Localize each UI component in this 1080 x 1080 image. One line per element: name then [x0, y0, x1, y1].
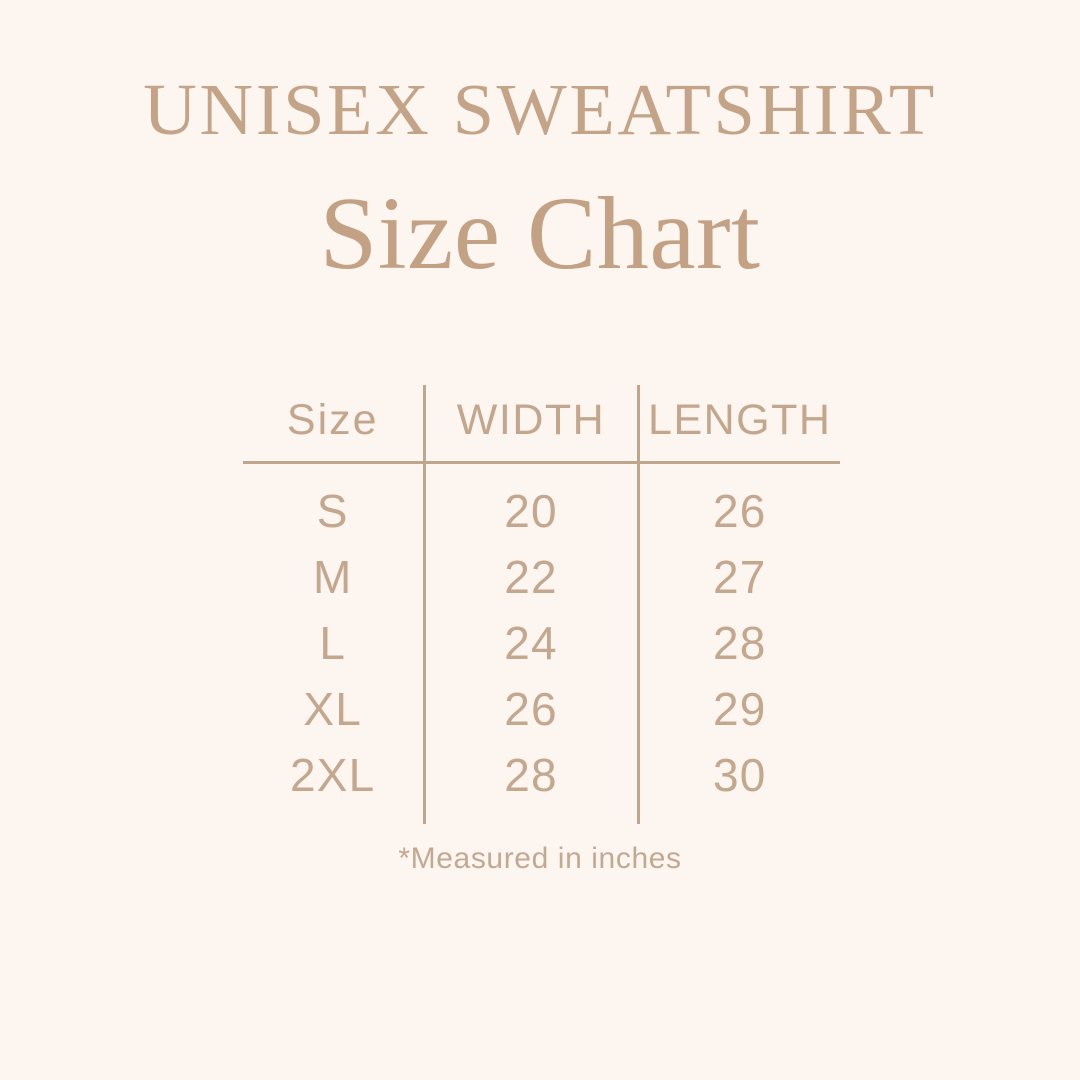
table-row: M 22 27 — [243, 544, 840, 610]
cell-width: 22 — [422, 544, 638, 610]
cell-length: 28 — [636, 610, 840, 676]
table-row: S 20 26 — [243, 462, 840, 544]
measurement-footnote: *Measured in inches — [398, 842, 682, 875]
table-row: L 24 28 — [243, 610, 840, 676]
cell-size: M — [312, 551, 353, 603]
page-title: UNISEX SWEATSHIRT — [143, 69, 937, 150]
cell-width: 24 — [422, 610, 638, 676]
table-body: S 20 26 M 22 27 L 24 28 XL 26 29 — [243, 462, 840, 824]
cell-length: 30 — [636, 742, 840, 824]
cell-length: 29 — [636, 676, 840, 742]
heading-block: UNISEX SWEATSHIRT Size Chart — [0, 68, 1080, 290]
column-header-width: WIDTH — [422, 385, 638, 464]
table-header-row: Size WIDTH LENGTH — [243, 385, 840, 464]
cell-width: 28 — [422, 742, 638, 824]
table-header: Size WIDTH LENGTH — [243, 385, 840, 464]
table-row: 2XL 28 30 — [243, 742, 840, 824]
cell-size: XL — [303, 683, 363, 735]
cell-length: 26 — [636, 462, 840, 544]
cell-width: 20 — [422, 462, 638, 544]
size-chart-table-wrapper: Size WIDTH LENGTH S 20 26 M 22 27 L — [243, 385, 840, 824]
page-subtitle: Size Chart — [319, 176, 761, 291]
size-chart-table: Size WIDTH LENGTH S 20 26 M 22 27 L — [243, 385, 840, 824]
cell-width: 26 — [422, 676, 638, 742]
cell-length: 27 — [636, 544, 840, 610]
cell-size: 2XL — [290, 749, 376, 801]
column-header-length: LENGTH — [636, 385, 840, 464]
column-header-size: Size — [243, 385, 424, 464]
table-row: XL 26 29 — [243, 676, 840, 742]
cell-size: L — [319, 617, 347, 669]
cell-size: S — [316, 485, 349, 537]
